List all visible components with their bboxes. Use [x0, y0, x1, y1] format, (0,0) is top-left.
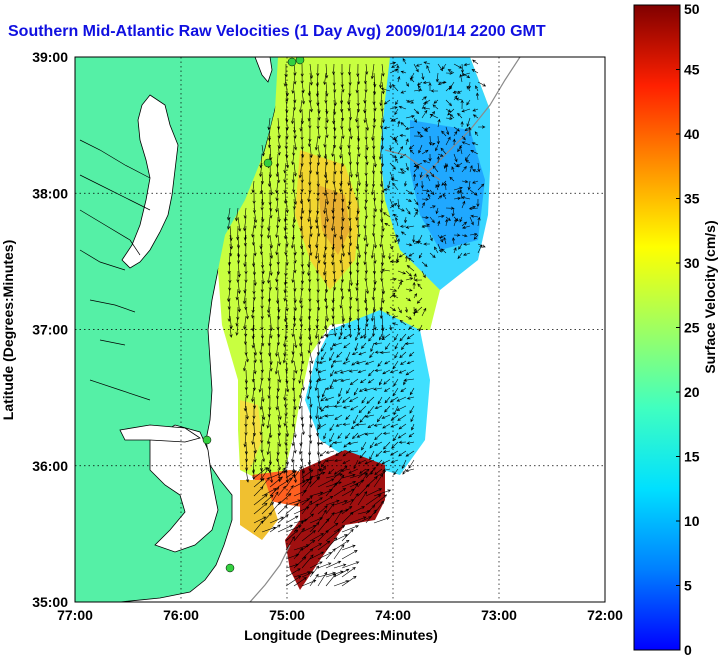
albemarle-sound: [119, 424, 201, 443]
x-axis-label: Longitude (Degrees:Minutes): [244, 627, 438, 643]
y-tick-label: 38:00: [32, 185, 68, 201]
rivers: [79, 139, 151, 401]
plot-frame: [74, 56, 606, 603]
colorbar-tick-label: 0: [684, 642, 692, 658]
colorbar-tick-label: 15: [684, 449, 700, 465]
y-tick-label: 39:00: [32, 49, 68, 65]
colorbar-tick-label: 25: [684, 320, 700, 336]
delaware-bay: [254, 57, 273, 83]
velocity-arrow-set: [227, 57, 487, 587]
x-tick-labels: 77:00 76:00 75:00 74:00 73:00 72:00: [57, 607, 623, 623]
colorbar-tick-label: 40: [684, 126, 700, 142]
colorbar-tick-label: 45: [684, 62, 700, 78]
y-tick-label: 35:00: [32, 594, 68, 610]
radar-station-marker: [263, 158, 273, 168]
colorbar-tick-label: 35: [684, 191, 700, 207]
colorbar-tick-label: 30: [684, 255, 700, 271]
y-tick-label: 37:00: [32, 322, 68, 338]
radar-station-marker: [202, 435, 212, 445]
colorbar-tick-label: 50: [684, 1, 700, 17]
radar-station-marker: [287, 57, 297, 67]
map-title: Southern Mid-Atlantic Raw Velocities (1 …: [8, 23, 546, 40]
x-tick-label: 75:00: [269, 607, 305, 623]
colorbar-label: Surface Velocity (cm/s): [702, 220, 718, 373]
y-axis-label: Latitude (Degrees:Minutes): [0, 240, 16, 420]
y-tick-labels: 39:00 38:00 37:00 36:00 35:00: [32, 49, 68, 610]
x-tick-label: 72:00: [587, 607, 623, 623]
x-tick-label: 76:00: [163, 607, 199, 623]
colorbar: [633, 4, 681, 651]
x-tick-label: 74:00: [375, 607, 411, 623]
radar-station-marker: [295, 57, 305, 65]
chesapeake-bay: [121, 94, 179, 269]
velocity-arrows: [227, 57, 487, 587]
radar-stations: [202, 57, 305, 573]
colorbar-tick-label: 5: [684, 578, 692, 594]
y-tick-label: 36:00: [32, 458, 68, 474]
colorbar-tick-label: 20: [684, 384, 700, 400]
colorbar-tick-label: 10: [684, 513, 700, 529]
x-tick-label: 77:00: [57, 607, 93, 623]
radar-station-marker: [225, 563, 235, 573]
x-tick-label: 73:00: [481, 607, 517, 623]
